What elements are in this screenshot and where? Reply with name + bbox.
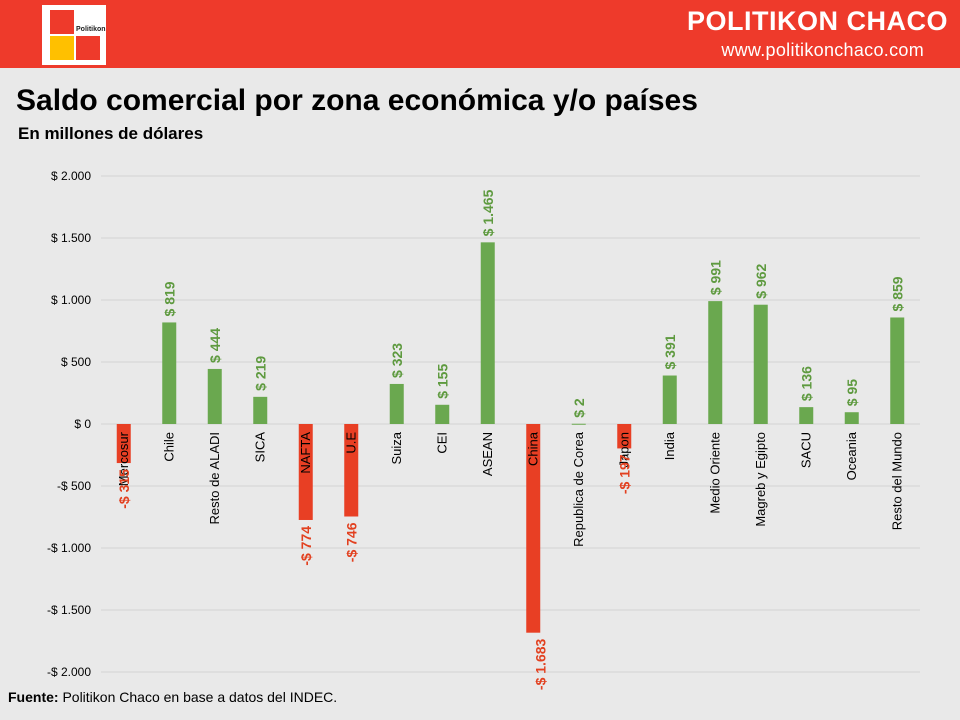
logo-red-square [50, 10, 74, 34]
value-label: $ 95 [844, 379, 860, 406]
value-label: $ 1.465 [480, 189, 496, 236]
bar [435, 404, 450, 424]
value-label: $ 859 [889, 276, 905, 311]
category-label: China [525, 431, 540, 466]
category-label: Oceania [844, 431, 859, 480]
category-label: U.E [343, 432, 358, 454]
bar [753, 304, 768, 424]
logo-red-square-2 [76, 36, 100, 60]
bar [617, 424, 632, 449]
category-label: CEI [434, 432, 449, 454]
source-label: Fuente: [8, 689, 59, 705]
bar [116, 424, 131, 464]
category-label: Chile [161, 432, 176, 462]
bar [799, 407, 814, 424]
bar [253, 396, 268, 424]
chart-title: Saldo comercial por zona económica y/o p… [16, 84, 698, 117]
bar [389, 383, 404, 424]
bar [298, 424, 313, 520]
bar [844, 412, 859, 424]
category-label: Republica de Corea [571, 431, 586, 547]
value-label: -$ 774 [298, 526, 314, 566]
category-label: India [662, 431, 677, 460]
value-label: -$ 1.683 [532, 638, 548, 690]
value-label: $ 323 [389, 343, 405, 378]
value-label: $ 155 [434, 364, 450, 399]
y-tick-label: $ 1.500 [51, 231, 91, 245]
bar [708, 301, 723, 424]
header-bar: Politikon POLITIKON CHACO www.politikonc… [0, 0, 960, 68]
category-label: Resto del Mundo [889, 432, 904, 530]
logo-yellow-square [50, 36, 74, 60]
brand-url: www.politikonchaco.com [721, 40, 924, 60]
category-label: Japon [616, 432, 631, 467]
bar [480, 242, 495, 424]
category-label: SACU [798, 432, 813, 468]
value-label: $ 962 [753, 263, 769, 298]
value-label: -$ 315 [116, 469, 132, 509]
y-tick-label: -$ 500 [57, 479, 91, 493]
bar [890, 317, 905, 424]
value-label: $ 136 [798, 366, 814, 401]
y-tick-label: -$ 1.500 [47, 603, 91, 617]
value-label: $ 391 [662, 334, 678, 369]
value-label: $ 991 [707, 260, 723, 295]
category-label: Magreb y Egipto [753, 432, 768, 527]
logo: Politikon [42, 5, 106, 65]
category-label: NAFTA [298, 432, 313, 474]
bar [207, 368, 222, 424]
bar [662, 375, 677, 424]
value-label: $ 444 [207, 328, 223, 363]
y-tick-label: $ 1.000 [51, 293, 91, 307]
bar [526, 424, 541, 633]
value-label: $ 2 [571, 398, 587, 418]
value-label: $ 819 [161, 281, 177, 316]
value-label: $ 219 [252, 356, 268, 391]
source-note: Fuente: Politikon Chaco en base a datos … [8, 689, 337, 705]
y-tick-label: $ 500 [61, 355, 91, 369]
chart-subtitle: En millones de dólares [18, 124, 204, 143]
category-label: ASEAN [480, 432, 495, 476]
y-tick-label: -$ 1.000 [47, 541, 91, 555]
bar [162, 322, 177, 424]
category-label: SICA [252, 432, 267, 463]
logo-text: Politikon [76, 26, 106, 33]
source-text: Politikon Chaco en base a datos del INDE… [58, 689, 338, 705]
brand-name: POLITIKON CHACO [687, 6, 948, 36]
bar [344, 424, 359, 517]
y-tick-label: $ 0 [74, 417, 91, 431]
value-label: -$ 746 [343, 522, 359, 562]
category-label: Suiza [389, 431, 404, 464]
category-label: Mercosur [116, 431, 131, 486]
y-tick-label: $ 2.000 [51, 169, 91, 183]
y-tick-label: -$ 2.000 [47, 665, 91, 679]
category-label: Resto de ALADI [207, 432, 222, 525]
category-label: Medio Oriente [707, 432, 722, 514]
bar [571, 423, 586, 425]
value-label: -$ 197 [616, 454, 632, 494]
